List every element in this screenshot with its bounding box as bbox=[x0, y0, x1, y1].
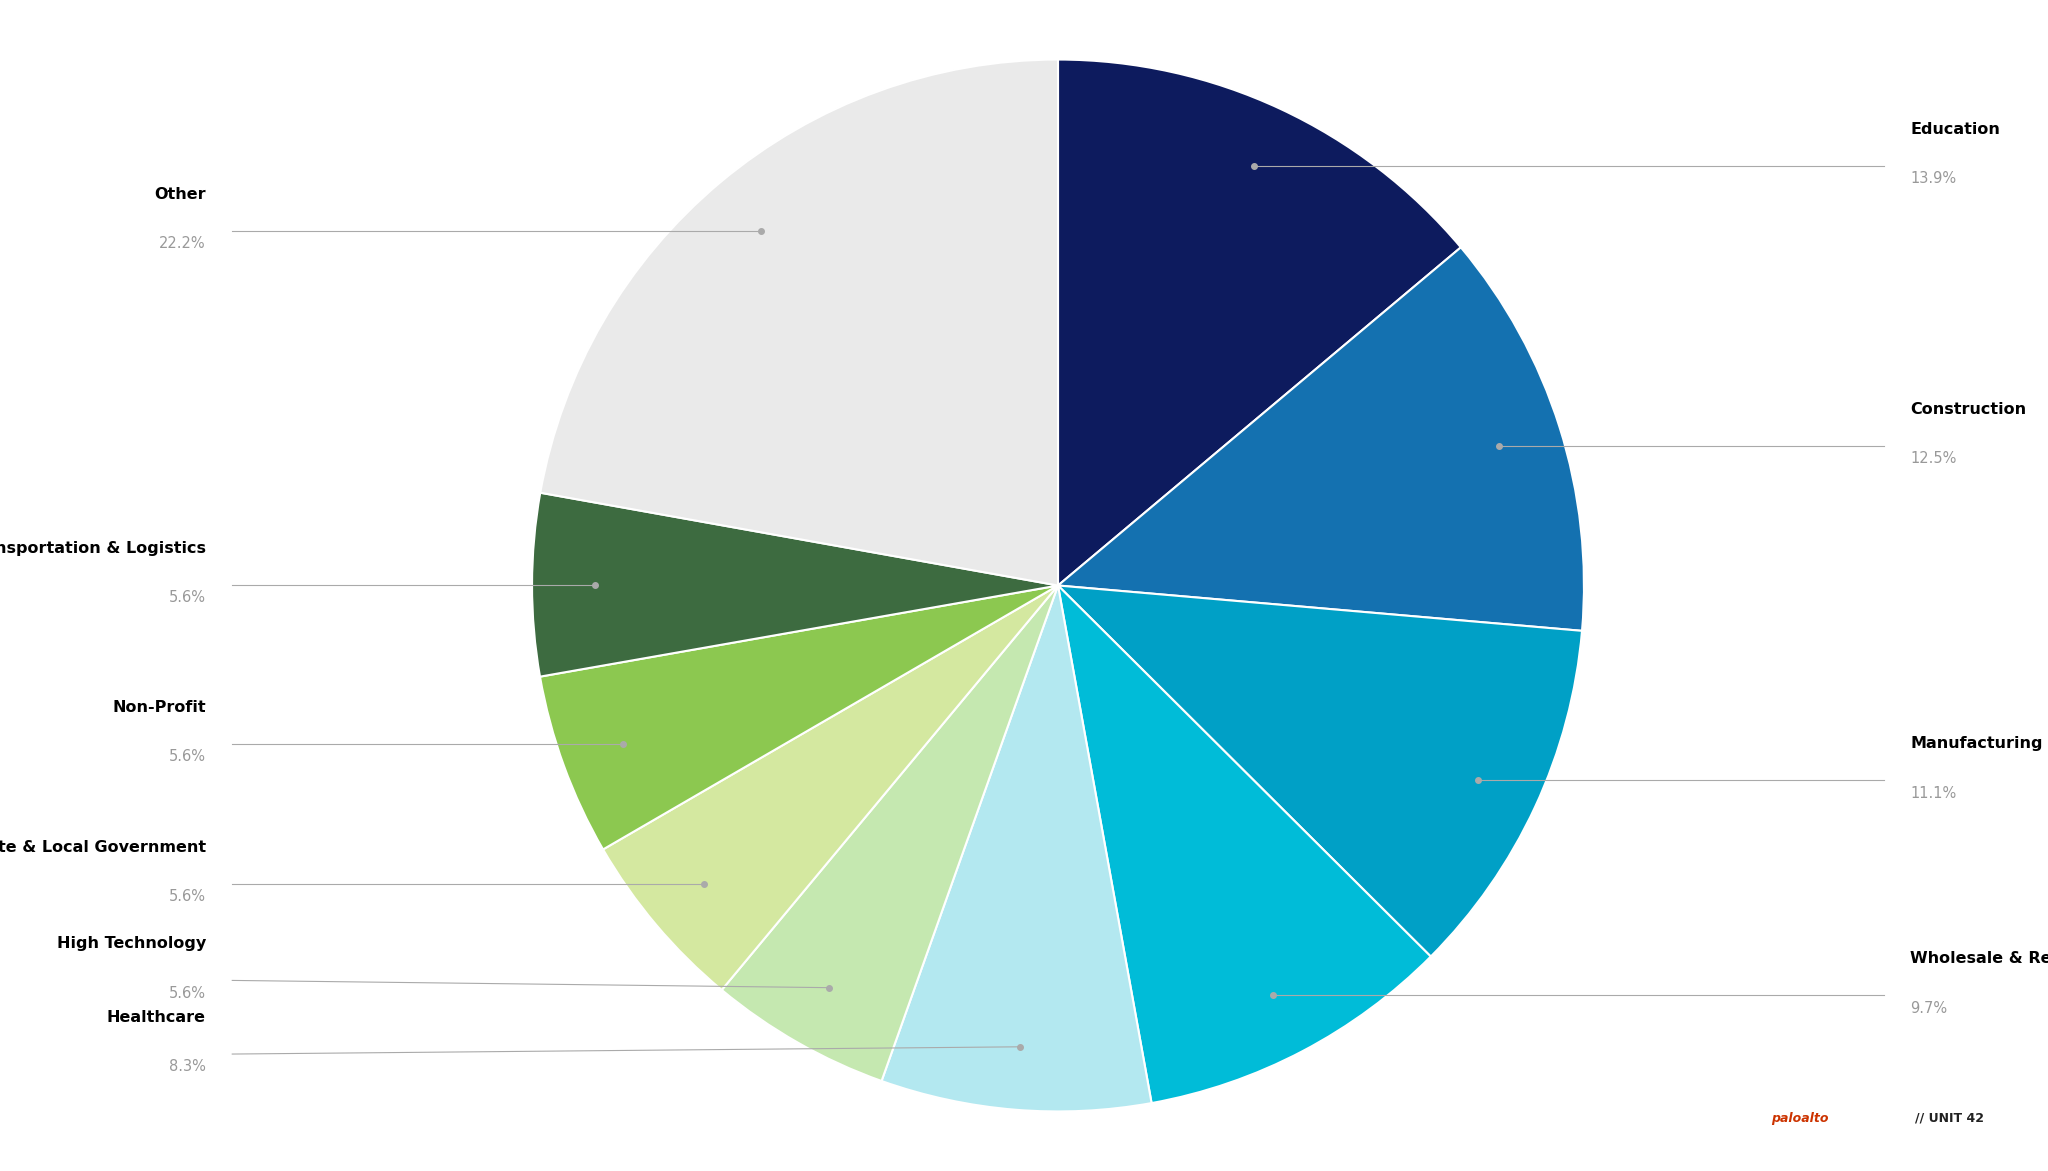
Text: 22.2%: 22.2% bbox=[160, 235, 207, 251]
Text: 5.6%: 5.6% bbox=[168, 590, 207, 605]
Text: 12.5%: 12.5% bbox=[1911, 451, 1956, 466]
Wedge shape bbox=[881, 586, 1151, 1111]
Text: 5.6%: 5.6% bbox=[168, 986, 207, 1001]
Text: Non-Profit: Non-Profit bbox=[113, 700, 207, 715]
Text: Healthcare: Healthcare bbox=[106, 1011, 207, 1025]
Wedge shape bbox=[1059, 60, 1460, 586]
Text: 8.3%: 8.3% bbox=[170, 1060, 207, 1074]
Wedge shape bbox=[541, 60, 1059, 586]
Text: 5.6%: 5.6% bbox=[168, 890, 207, 904]
Wedge shape bbox=[541, 586, 1059, 849]
Text: 13.9%: 13.9% bbox=[1911, 171, 1956, 186]
Text: Education: Education bbox=[1911, 122, 2001, 137]
Text: 11.1%: 11.1% bbox=[1911, 786, 1956, 801]
Text: // UNIT 42: // UNIT 42 bbox=[1915, 1111, 1985, 1125]
Wedge shape bbox=[1059, 586, 1581, 957]
Wedge shape bbox=[721, 586, 1059, 1081]
Text: Construction: Construction bbox=[1911, 402, 2025, 417]
Text: Other: Other bbox=[154, 186, 207, 201]
Wedge shape bbox=[1059, 247, 1583, 631]
Text: Wholesale & Retail: Wholesale & Retail bbox=[1911, 951, 2048, 966]
Text: Manufacturing: Manufacturing bbox=[1911, 737, 2042, 752]
Wedge shape bbox=[602, 586, 1059, 989]
Text: 5.6%: 5.6% bbox=[168, 749, 207, 765]
Text: High Technology: High Technology bbox=[57, 937, 207, 952]
Text: 9.7%: 9.7% bbox=[1911, 1000, 1948, 1015]
Wedge shape bbox=[532, 493, 1059, 677]
Text: State & Local Government: State & Local Government bbox=[0, 841, 207, 855]
Text: paloalto: paloalto bbox=[1772, 1111, 1829, 1125]
Text: Transportation & Logistics: Transportation & Logistics bbox=[0, 541, 207, 556]
Wedge shape bbox=[1059, 586, 1432, 1103]
